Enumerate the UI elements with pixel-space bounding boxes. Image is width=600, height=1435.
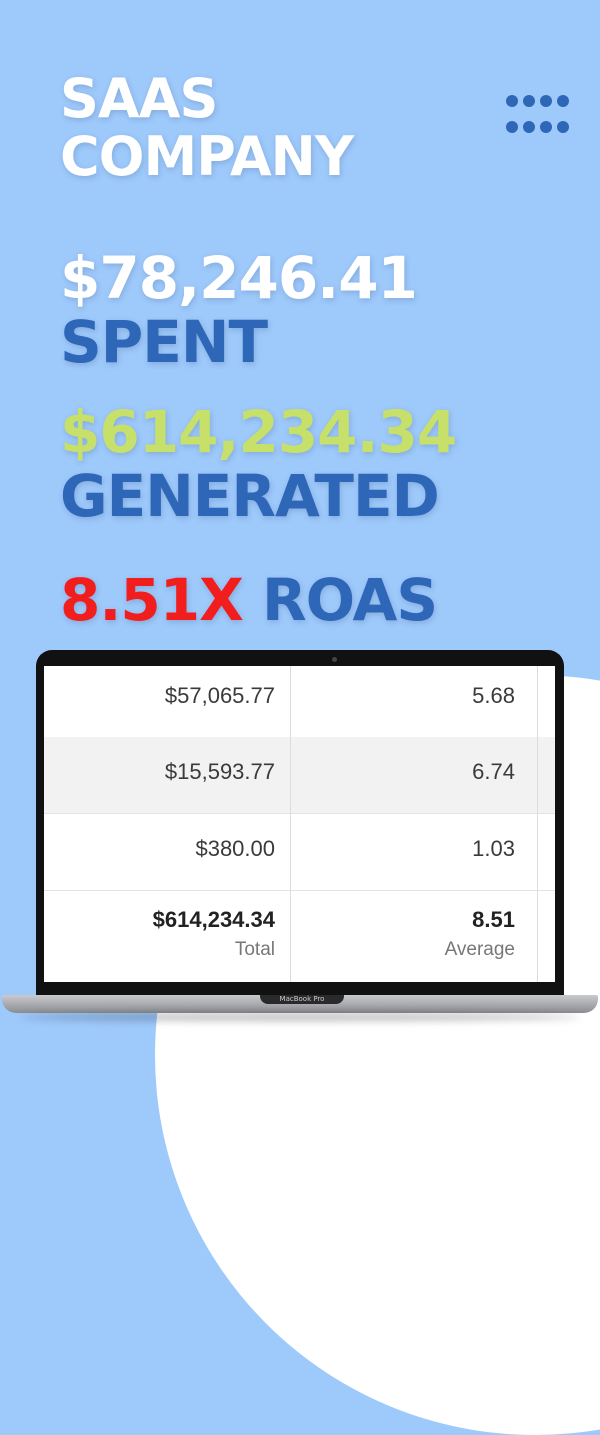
table-row: $15,593.77 6.74 (44, 737, 555, 814)
column-divider (537, 666, 538, 982)
dot-icon (540, 95, 552, 107)
table-row: $57,065.77 5.68 (44, 666, 555, 738)
laptop-mockup: $57,065.77 5.68 $15,593.77 6.74 $380.00 … (0, 650, 600, 1030)
title-line-1: SAAS (60, 67, 218, 130)
average-caption: Average (444, 939, 515, 960)
roas-cell: 6.74 (472, 759, 515, 784)
roas-line: 8.51X ROAS (60, 570, 438, 630)
roas-cell: 1.03 (472, 836, 515, 861)
roas-cell: 5.68 (472, 683, 515, 708)
dot-icon (523, 121, 535, 133)
dot-icon (506, 121, 518, 133)
dot-icon (557, 95, 569, 107)
value-cell: $380.00 (195, 836, 275, 861)
spent-amount: $78,246.41 (60, 244, 418, 312)
table-row: $380.00 1.03 (44, 814, 555, 891)
page-title: SAAS COMPANY (60, 67, 354, 188)
generated-amount: $614,234.34 (60, 398, 457, 466)
average-roas: 8.51 (472, 907, 515, 932)
value-cell: $57,065.77 (164, 683, 275, 708)
spent-label: SPENT (60, 308, 268, 376)
column-divider (290, 666, 291, 982)
title-line-2: COMPANY (60, 125, 354, 188)
dot-icon (506, 95, 518, 107)
dot-icon (540, 121, 552, 133)
roas-value: 8.51X (60, 566, 244, 634)
laptop-base: MacBook Pro (2, 995, 598, 1013)
camera-icon (332, 657, 337, 662)
total-value: $614,234.34 (152, 907, 275, 932)
total-caption: Total (234, 939, 275, 960)
roas-label: ROAS (262, 566, 438, 634)
generated-label: GENERATED (60, 462, 440, 530)
dot-icon (557, 121, 569, 133)
report-table: $57,065.77 5.68 $15,593.77 6.74 $380.00 … (44, 666, 555, 982)
value-cell: $15,593.77 (164, 759, 275, 784)
decorative-dot-grid (506, 95, 596, 133)
dot-icon (523, 95, 535, 107)
table-total-row: $614,234.34 Total 8.51 Average (44, 891, 555, 982)
model-label: MacBook Pro (260, 995, 344, 1004)
laptop-shadow (20, 1013, 580, 1021)
